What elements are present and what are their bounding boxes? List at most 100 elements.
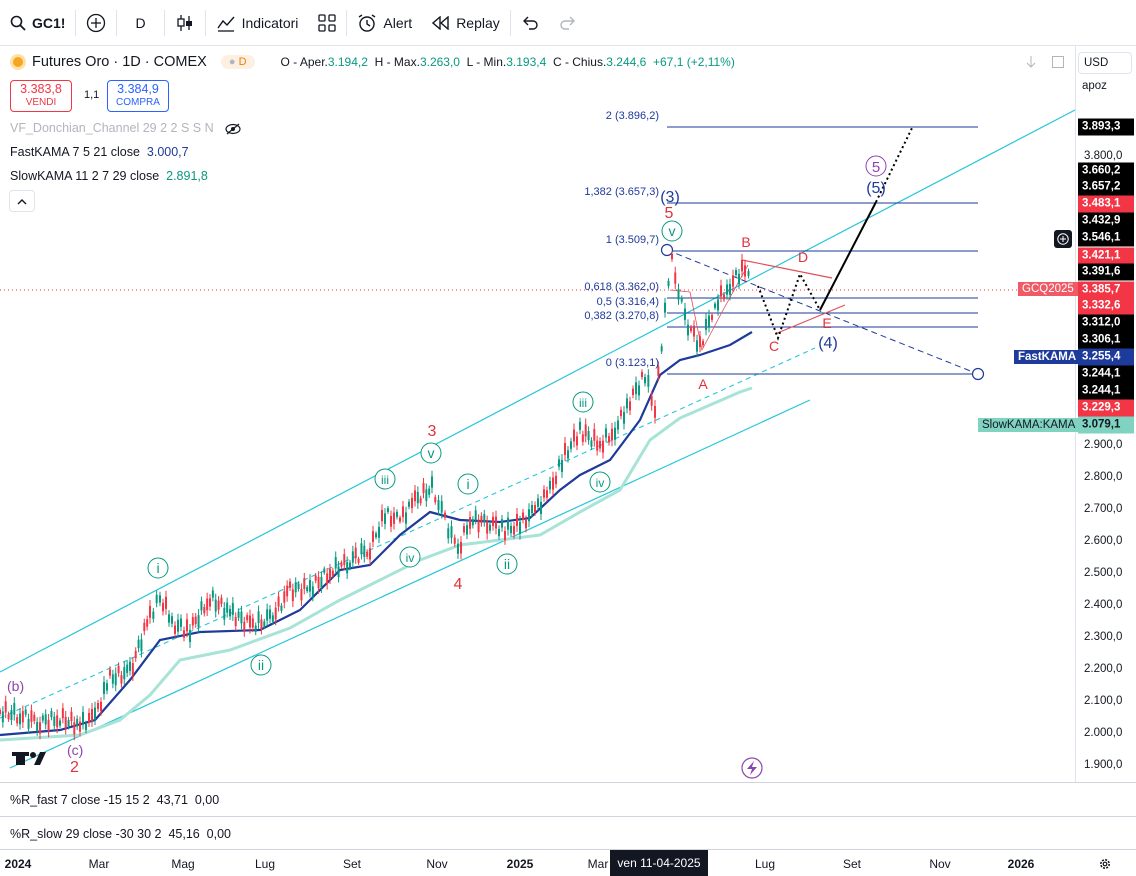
sell-price: 3.383,8 <box>20 82 62 96</box>
triangle-upper-line[interactable] <box>741 259 833 279</box>
fib-anchor-end[interactable] <box>971 367 985 381</box>
price-candles <box>0 251 750 741</box>
wave-circle-i-1[interactable]: i <box>147 557 169 579</box>
wave-label-4[interactable]: 4 <box>454 576 463 593</box>
channel-lower-line[interactable] <box>9 399 811 769</box>
sell-label: VENDI <box>25 97 57 108</box>
wave-label-E[interactable]: E <box>822 315 831 331</box>
scale-mode-label[interactable]: apoz <box>1082 80 1107 92</box>
wave-circle-v-2[interactable]: v <box>661 220 683 242</box>
settings-gear-icon[interactable] <box>1098 857 1112 871</box>
lightning-icon[interactable] <box>741 757 763 779</box>
price-label: 3.893,3 <box>1078 118 1134 136</box>
gcq-tag: GCQ2025 <box>1018 282 1078 296</box>
wave-circle-iv-1[interactable]: iv <box>399 546 421 568</box>
wave-circle-iv-2[interactable]: iv <box>589 471 611 493</box>
fib-trend-line[interactable] <box>666 249 979 375</box>
chart-type-button[interactable] <box>165 0 205 46</box>
price-label: 3.229,3 <box>1078 399 1134 417</box>
projection-dotted-extension[interactable] <box>875 127 913 203</box>
wave-circle-iii-2[interactable]: iii <box>572 391 594 413</box>
wave-label-2[interactable]: 2 <box>70 759 79 776</box>
chart-canvas[interactable]: (b) (c) 2 i ii iii iv v 3 4 i ii iii iv … <box>0 46 1075 782</box>
layouts-button[interactable] <box>308 0 346 46</box>
price-label: 3.244,1 <box>1078 365 1134 383</box>
compare-button[interactable] <box>76 0 116 46</box>
triangle-drawn-abc[interactable] <box>669 264 749 352</box>
wave-circle-5-purple[interactable]: 5 <box>865 155 887 177</box>
add-price-button[interactable] <box>1054 230 1072 248</box>
triangle-lower-line[interactable] <box>774 304 846 335</box>
divider <box>509 9 511 36</box>
price-label: 3.312,0 <box>1078 314 1134 332</box>
fib-levels[interactable] <box>667 126 978 375</box>
sell-button[interactable]: 3.383,8 VENDI <box>10 80 72 112</box>
wave-label-c[interactable]: (c) <box>67 742 83 758</box>
time-tick: 2024 <box>4 857 32 871</box>
wave-circle-v-1[interactable]: v <box>420 442 442 464</box>
wave-label-paren5[interactable]: (5) <box>866 180 886 197</box>
time-tick: 2025 <box>506 857 534 871</box>
interval-button[interactable]: D <box>117 0 163 46</box>
rfast-panel[interactable]: %R_fast 7 close -15 15 2 43,71 0,00 <box>0 782 1136 816</box>
alert-button[interactable]: Alert <box>347 0 422 46</box>
price-scale[interactable]: 3.800,0 2.900,0 2.800,0 2.700,0 2.600,0 2.500… <box>1075 46 1136 782</box>
indicator-fastkama[interactable]: FastKAMA 7 5 21 close 3.000,7 <box>10 145 189 159</box>
symbol-search[interactable]: GC1! <box>0 0 75 46</box>
indicator-donchian[interactable]: VF_Donchian_Channel 29 2 2 S S N <box>10 121 241 135</box>
channel-mid-line[interactable] <box>0 347 816 719</box>
wave-label-B[interactable]: B <box>741 234 750 250</box>
arrow-down-icon[interactable] <box>1026 56 1036 68</box>
fib-label-0382: 0,382 (3.270,8) <box>584 310 659 322</box>
chart-title[interactable]: Futures Oro · 1D · COMEX <box>32 54 207 70</box>
symbol-name: GC1! <box>32 14 66 31</box>
rslow-panel[interactable]: %R_slow 29 close -30 30 2 45,16 0,00 <box>0 816 1136 850</box>
svg-text:iv: iv <box>596 476 605 490</box>
wave-label-paren3[interactable]: (3) <box>660 189 680 206</box>
wave-circle-ii-2[interactable]: ii <box>496 553 518 575</box>
wave-circle-ii-1[interactable]: ii <box>250 654 272 676</box>
fib-label-1382: 1,382 (3.657,3) <box>584 186 659 198</box>
buy-button[interactable]: 3.384,9 COMPRA <box>107 80 169 112</box>
wave-label-5[interactable]: 5 <box>665 205 674 222</box>
fastkama-tag: FastKAMA <box>1014 350 1081 364</box>
price-label: 3.432,9 <box>1078 212 1134 230</box>
svg-text:ii: ii <box>504 556 510 572</box>
wave-label-paren4[interactable]: (4) <box>818 335 838 352</box>
currency-selector[interactable]: USD <box>1078 52 1132 74</box>
fib-label-2: 2 (3.896,2) <box>606 110 659 122</box>
channel-upper-line[interactable] <box>0 109 1075 673</box>
wave-label-D[interactable]: D <box>798 249 808 265</box>
gold-coin-icon <box>10 54 26 70</box>
undo-button[interactable] <box>511 0 549 46</box>
price-tick: 2.100,0 <box>1084 695 1123 707</box>
price-label: 3.660,2 <box>1078 162 1134 180</box>
wave-label-C[interactable]: C <box>769 338 779 354</box>
price-chart[interactable]: (b) (c) 2 i ii iii iv v 3 4 i ii iii iv … <box>0 46 1075 782</box>
projection-solid-line[interactable] <box>819 201 877 311</box>
wave-label-b[interactable]: (b) <box>7 678 24 694</box>
divider <box>163 9 165 36</box>
spread-value: 1,1 <box>84 89 100 101</box>
divider <box>116 9 118 36</box>
wave-circle-i-2[interactable]: i <box>457 473 479 495</box>
indicators-button[interactable]: Indicatori <box>206 0 309 46</box>
price-label: 3.332,6 <box>1078 297 1134 315</box>
eye-hidden-icon[interactable] <box>225 123 241 135</box>
tradingview-logo[interactable] <box>12 752 46 765</box>
search-icon <box>10 15 26 31</box>
price-tick: 2.200,0 <box>1084 663 1123 675</box>
redo-button[interactable] <box>549 0 587 46</box>
time-tick: Set <box>342 857 362 871</box>
replay-button[interactable]: Replay <box>422 0 510 46</box>
wave-circle-iii-1[interactable]: iii <box>374 468 396 490</box>
indicator-slowkama[interactable]: SlowKAMA 11 2 7 29 close 2.891,8 <box>10 169 208 183</box>
collapse-legend-button[interactable] <box>9 190 35 212</box>
fib-anchor-start[interactable] <box>660 243 674 257</box>
wave-label-3[interactable]: 3 <box>428 423 437 440</box>
maximize-icon[interactable] <box>1052 56 1064 68</box>
wave-label-A[interactable]: A <box>698 376 708 392</box>
delayed-badge[interactable]: ● D <box>220 55 255 69</box>
grid-icon <box>318 13 337 32</box>
time-axis[interactable]: 2026 Nov Set Lug Mar 2025 Nov Set Lug Mag Mar 2024 … <box>0 849 1136 876</box>
